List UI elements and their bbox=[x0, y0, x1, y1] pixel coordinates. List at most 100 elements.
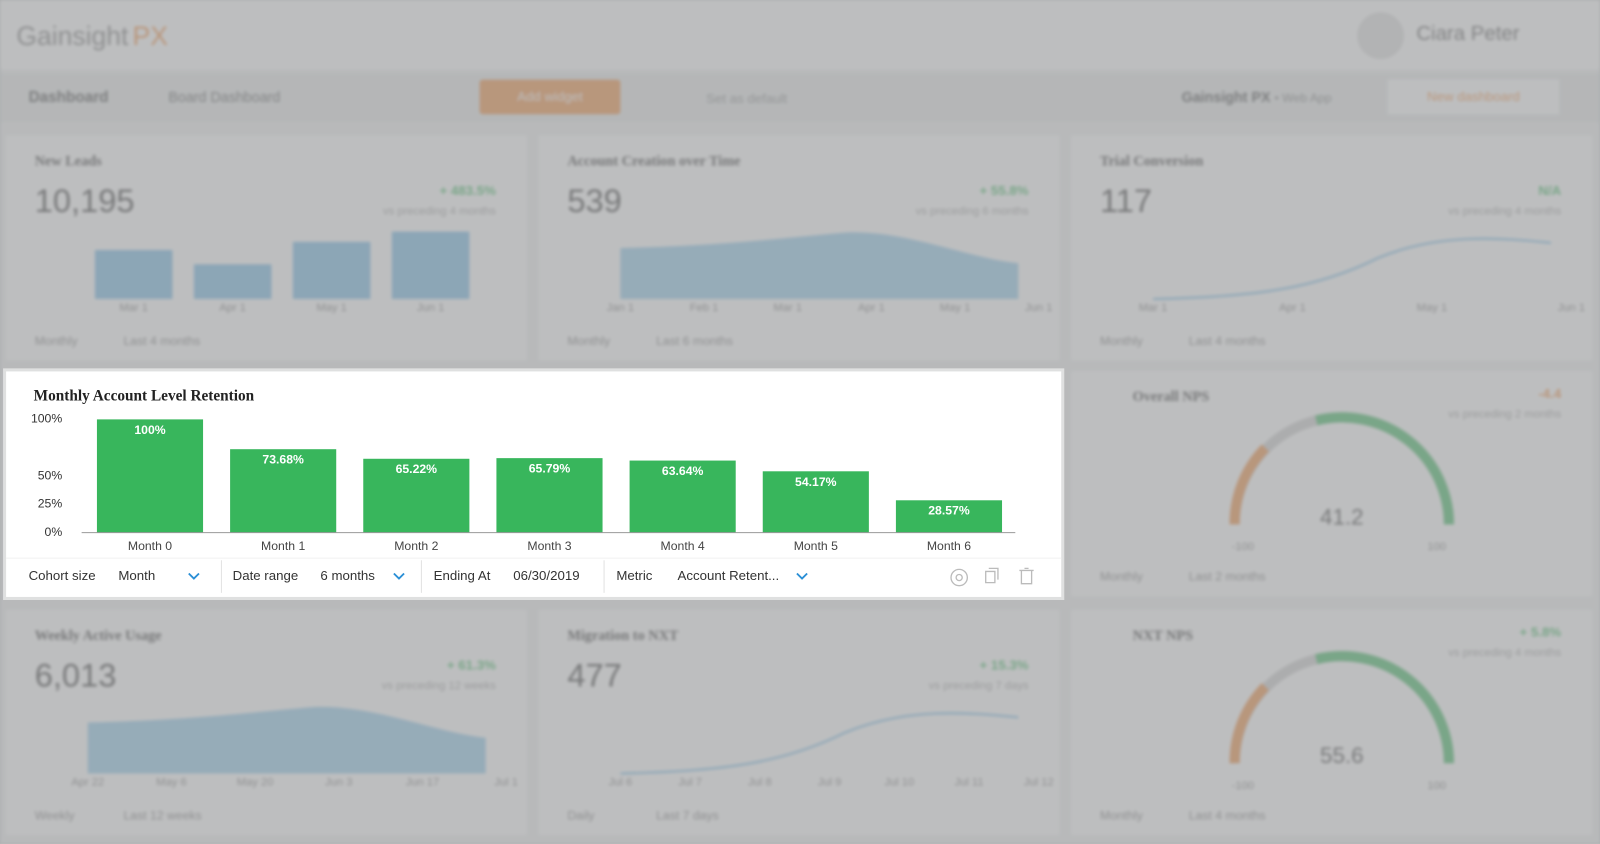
widget-compare: vs preceding 6 months bbox=[915, 205, 1029, 218]
widget-compare: vs preceding 12 weeks bbox=[381, 679, 496, 692]
x-label: Apr 1 bbox=[858, 302, 885, 314]
widget-total: 117 bbox=[1099, 182, 1153, 220]
x-label: Jul 7 bbox=[678, 777, 702, 789]
x-label: Feb 1 bbox=[690, 302, 719, 314]
widget-total: 6,013 bbox=[34, 657, 117, 694]
period-filter[interactable]: Monthly bbox=[1099, 808, 1143, 823]
x-label: Mar 1 bbox=[773, 302, 802, 314]
chart-title: Monthly Account Level Retention bbox=[34, 387, 255, 404]
decor-bar bbox=[391, 231, 470, 299]
filter-value[interactable]: 6 months bbox=[320, 568, 375, 583]
product: Gainsight PX bbox=[1181, 88, 1271, 106]
gauge-label: -100 bbox=[1232, 780, 1254, 792]
filter-value[interactable]: Account Retent... bbox=[678, 568, 780, 583]
settings-icon[interactable] bbox=[950, 568, 969, 587]
x-label: Jul 6 bbox=[609, 777, 633, 789]
gauge-label: 100 bbox=[1427, 541, 1446, 553]
widget-chart: 41.2 -100 100 bbox=[1229, 412, 1455, 553]
dropdown-chevron[interactable] bbox=[796, 572, 808, 580]
widget-compare: vs preceding 7 days bbox=[928, 679, 1029, 692]
value-label: 100% bbox=[134, 423, 165, 437]
widget-change: + 15.3% bbox=[979, 657, 1029, 673]
period-filter[interactable]: Monthly bbox=[34, 333, 78, 348]
widget-chart: Jan 1 Feb 1 Mar 1 Apr 1 May 1 Jun 1 bbox=[607, 232, 1052, 314]
range-filter[interactable]: Last 4 months bbox=[1188, 333, 1266, 348]
widget-card: New Leads 10,195 + 483.5% vs preceding 4 mo… bbox=[6, 135, 527, 361]
decor-line bbox=[1153, 237, 1552, 300]
value-label: 65.79% bbox=[529, 462, 571, 476]
range-filter[interactable]: Last 12 weeks bbox=[123, 808, 202, 823]
chart-group: Monthly Account Level Retention 0% 25% 50%… bbox=[6, 387, 1062, 593]
y-tick-label: 25% bbox=[38, 497, 63, 511]
widget-change: + 55.8% bbox=[979, 182, 1029, 198]
toolbar-title: Dashboard bbox=[28, 88, 109, 107]
widget-change: + 61.3% bbox=[446, 657, 496, 673]
period-filter[interactable]: Monthly bbox=[1099, 569, 1143, 584]
x-label: May 20 bbox=[237, 777, 274, 789]
filter-value[interactable]: 06/30/2019 bbox=[513, 568, 579, 583]
top-bar bbox=[0, 0, 1600, 70]
period-filter[interactable]: Daily bbox=[567, 808, 595, 823]
range-filter[interactable]: Last 4 months bbox=[123, 333, 201, 348]
x-label: Jun 1 bbox=[1558, 302, 1585, 314]
gauge-label: 100 bbox=[1427, 780, 1446, 792]
widget-compare: vs preceding 4 months bbox=[382, 205, 496, 218]
decor-bar bbox=[292, 241, 371, 299]
x-label: Jul 8 bbox=[748, 777, 772, 789]
widget-title: NXT NPS bbox=[1132, 628, 1194, 644]
range-filter[interactable]: Last 2 months bbox=[1188, 569, 1266, 584]
period-filter[interactable]: Monthly bbox=[567, 333, 611, 348]
bar bbox=[96, 419, 204, 533]
logo: Gainsight PX bbox=[16, 20, 168, 52]
widget-card: Trial Conversion 117 N/A vs preceding 4 mon… bbox=[1071, 135, 1592, 361]
decor-area bbox=[87, 706, 486, 774]
add-widget-button[interactable]: Add widget bbox=[479, 79, 621, 115]
widget-total: 10,195 bbox=[34, 182, 135, 220]
user-avatar[interactable] bbox=[1357, 12, 1405, 60]
range-filter[interactable]: Last 4 months bbox=[1188, 808, 1266, 823]
widget-title: Account Creation over Time bbox=[567, 154, 741, 170]
x-label: Jul 9 bbox=[818, 777, 842, 789]
new-dashboard-button[interactable]: New dashboard bbox=[1387, 79, 1560, 115]
x-tick-label: Month 2 bbox=[394, 539, 438, 553]
widget-compare: vs preceding 4 months bbox=[1448, 205, 1562, 218]
widget-chart: Mar 1 Apr 1 May 1 Jun 1 bbox=[1139, 237, 1585, 314]
value-label: 28.57% bbox=[928, 504, 970, 518]
x-label: May 1 bbox=[1417, 302, 1448, 314]
range-filter[interactable]: Last 7 days bbox=[656, 808, 719, 823]
x-label: Jun 3 bbox=[325, 777, 352, 789]
x-tick-label: Month 4 bbox=[661, 539, 705, 553]
widget-card: Migration to NXT 477 + 15.3% vs preceding 7… bbox=[538, 610, 1060, 835]
period-filter[interactable]: Monthly bbox=[1099, 333, 1143, 348]
retention-chart: Monthly Account Level Retention 0% 25% 50%… bbox=[6, 387, 1062, 593]
widget-total: 477 bbox=[567, 657, 622, 694]
copy-icon[interactable] bbox=[985, 567, 999, 584]
range-filter[interactable]: Last 6 months bbox=[656, 333, 734, 348]
x-label: Jul 11 bbox=[954, 777, 983, 789]
gauge-low bbox=[1229, 444, 1270, 525]
bar bbox=[762, 471, 869, 533]
period-filter[interactable]: Weekly bbox=[34, 808, 75, 823]
bar bbox=[629, 460, 736, 533]
widget-total: 539 bbox=[567, 182, 622, 220]
x-tick-label: Month 1 bbox=[261, 539, 305, 553]
filter-value[interactable]: Month bbox=[118, 568, 155, 583]
x-label: Jun 17 bbox=[406, 777, 440, 789]
dashboard-select[interactable]: Board Dashboard bbox=[168, 88, 281, 106]
dropdown-chevron[interactable] bbox=[188, 572, 200, 580]
delete-icon[interactable] bbox=[1019, 567, 1034, 585]
x-tick-label: Month 3 bbox=[527, 539, 571, 553]
x-label: May 6 bbox=[156, 777, 187, 789]
widget-chart: Jul 6 Jul 7 Jul 8 Jul 9 Jul 10 Jul 11 Jul 12 bbox=[609, 712, 1054, 789]
x-label: Apr 22 bbox=[71, 777, 104, 789]
user-name[interactable]: Ciara Peter bbox=[1416, 22, 1520, 45]
decor-bar bbox=[94, 249, 173, 299]
widget-compare: vs preceding 2 months bbox=[1448, 408, 1562, 421]
x-label: Mar 1 bbox=[1139, 302, 1168, 314]
x-label: Jul 12 bbox=[1024, 777, 1054, 789]
x-label: May 1 bbox=[316, 302, 347, 314]
x-label: Apr 1 bbox=[219, 302, 246, 314]
set-default[interactable]: Set as default bbox=[706, 90, 788, 107]
dropdown-chevron[interactable] bbox=[393, 572, 405, 580]
